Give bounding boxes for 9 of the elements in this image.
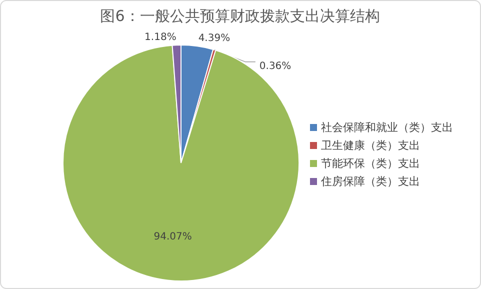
data-label: 94.07% bbox=[154, 232, 192, 243]
legend-label: 节能环保（类）支出 bbox=[321, 157, 420, 170]
legend-label: 卫生健康（类）支出 bbox=[321, 139, 420, 152]
data-label: 1.18% bbox=[144, 32, 176, 44]
chart-title: 图6：一般公共预算财政拨款支出决算结构 bbox=[100, 7, 380, 25]
data-label: 4.39% bbox=[198, 33, 230, 44]
data-label: 0.36% bbox=[259, 60, 292, 72]
legend-label: 住房保障（类）支出 bbox=[321, 175, 420, 188]
legend-label: 社会保障和就业（类）支出 bbox=[321, 121, 453, 134]
